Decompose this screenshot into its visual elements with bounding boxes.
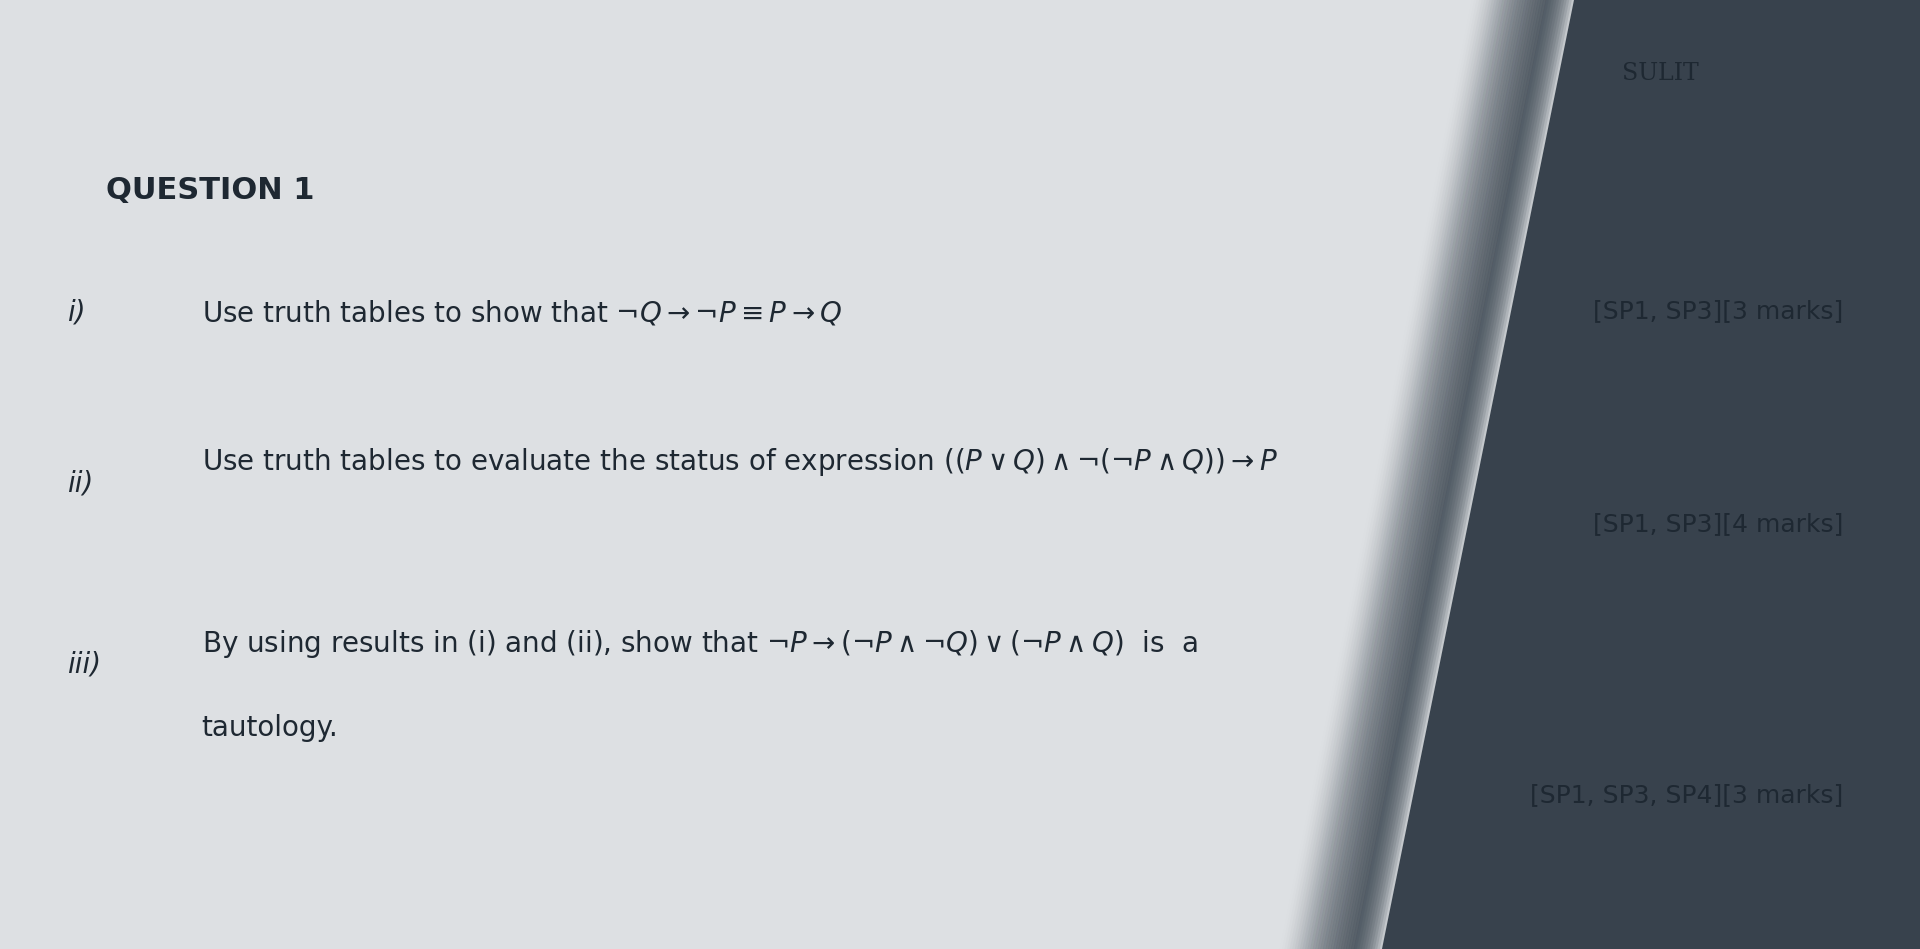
Polygon shape: [1332, 0, 1553, 949]
Polygon shape: [1323, 0, 1544, 949]
Polygon shape: [1348, 0, 1569, 949]
Text: SULIT: SULIT: [1622, 62, 1699, 84]
Polygon shape: [1313, 0, 1534, 949]
Polygon shape: [1346, 0, 1567, 949]
Polygon shape: [1338, 0, 1559, 949]
Text: [SP1, SP3, SP4][3 marks]: [SP1, SP3, SP4][3 marks]: [1530, 783, 1843, 807]
Text: [SP1, SP3][4 marks]: [SP1, SP3][4 marks]: [1594, 512, 1843, 536]
Polygon shape: [1308, 0, 1528, 949]
Text: Use truth tables to evaluate the status of expression $((P \vee Q) \wedge \neg(\: Use truth tables to evaluate the status …: [202, 446, 1277, 478]
Text: QUESTION 1: QUESTION 1: [106, 176, 315, 205]
Polygon shape: [1309, 0, 1530, 949]
Text: i): i): [67, 299, 86, 327]
Polygon shape: [1325, 0, 1546, 949]
Polygon shape: [1321, 0, 1542, 949]
Polygon shape: [1315, 0, 1536, 949]
Polygon shape: [1354, 0, 1574, 949]
Polygon shape: [1344, 0, 1565, 949]
Polygon shape: [1352, 0, 1572, 949]
Text: tautology.: tautology.: [202, 714, 338, 742]
Polygon shape: [1329, 0, 1549, 949]
Text: [SP1, SP3][3 marks]: [SP1, SP3][3 marks]: [1594, 299, 1843, 323]
Text: iii): iii): [67, 650, 102, 679]
Text: ii): ii): [67, 470, 94, 498]
Polygon shape: [1317, 0, 1538, 949]
Polygon shape: [1382, 0, 1920, 949]
Polygon shape: [1336, 0, 1557, 949]
Polygon shape: [1331, 0, 1551, 949]
Text: By using results in (i) and (ii), show that $\neg P \rightarrow (\neg P \wedge \: By using results in (i) and (ii), show t…: [202, 628, 1198, 661]
Polygon shape: [1306, 0, 1526, 949]
Text: Use truth tables to show that $\neg Q \rightarrow \neg P \equiv P \rightarrow Q$: Use truth tables to show that $\neg Q \r…: [202, 299, 843, 328]
Polygon shape: [1340, 0, 1561, 949]
